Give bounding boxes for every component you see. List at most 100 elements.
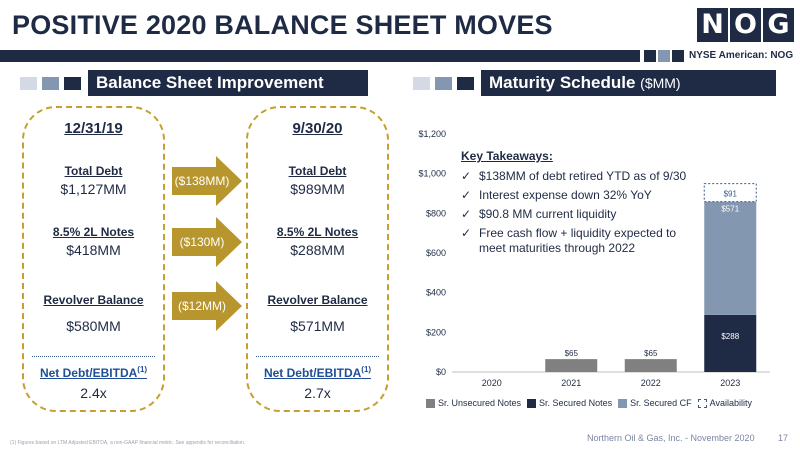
legend-label: Availability [709,398,752,408]
change-arrow-revolver: ($12MM) [172,281,242,331]
notes-value: $288MM [290,242,345,258]
y-tick-label: $600 [426,248,446,258]
revolver-value: $580MM [66,318,121,334]
footer-company: Northern Oil & Gas, Inc. - November 2020 [587,433,755,443]
data-label: $288 [721,332,739,341]
key-takeaways: Key Takeaways: ✓ $138MM of debt retired Y… [461,149,701,260]
page-number: 17 [778,433,789,443]
notes-label: 8.5% 2L Notes [52,225,135,239]
notes-label: 8.5% 2L Notes [276,225,359,239]
title-bar-square-mid [658,50,670,62]
header-square-mid-right [435,77,452,90]
bar-segment [704,314,757,372]
y-tick-label: $1,000 [418,169,446,179]
title-bar [0,50,640,62]
legend-label: Sr. Unsecured Notes [438,398,522,408]
legend-swatch [426,398,435,408]
title-bar-square-dark [644,50,656,62]
net-debt-label: Net Debt/EBITDA(1) [248,365,387,380]
arrow-right-icon [172,281,242,331]
net-debt-value: 2.7x [304,385,331,401]
maturity-chart: $0 $200 $400 $600 $800 $1,000 $1,200 2020 $65 202… [418,129,770,388]
legend-item-unsecured: Sr. Unsecured Notes [426,398,521,408]
balance-sheet-header: Balance Sheet Improvement [88,70,368,96]
y-tick-label: $200 [426,327,446,337]
bar-segment [703,183,757,203]
balance-sheet-header-text: Balance Sheet Improvement [96,73,324,92]
total-debt-value: $1,127MM [60,181,127,197]
arrow-right-icon [172,217,242,267]
revolver-value: $571MM [290,318,345,334]
header-square-light-right [413,77,430,90]
legend-item-availability: Availability [697,398,752,408]
change-revolver: ($12MM) [177,299,226,313]
footnote: (1) Figures based on LTM Adjusted EBITDA… [10,440,246,446]
legend-label: Sr. Secured Notes [539,398,613,408]
revolver-label: Revolver Balance [267,293,368,307]
legend-label: Sr. Secured CF [630,398,692,408]
net-debt-label-text: Net Debt/EBITDA [39,366,138,380]
net-debt-value: 2.4x [80,385,107,401]
x-tick-label: 2023 [720,378,740,388]
checkmark-icon: ✓ [461,169,472,183]
bar-segment [624,359,677,372]
exchange-label: NYSE American: NOG [689,50,794,61]
bar-segment [704,201,757,315]
header-square-dark [64,77,81,90]
change-arrow-notes: ($130M) [172,217,242,267]
revolver-label: Revolver Balance [43,293,144,307]
checkmark-icon: ✓ [461,226,472,240]
y-tick-label: $400 [426,288,446,298]
logo-letter-n: N [697,8,728,42]
checkmark-icon: ✓ [461,188,472,202]
header-square-mid [42,77,59,90]
change-notes: ($130M) [179,235,225,249]
net-debt-label-text: Net Debt/EBITDA [263,366,362,380]
data-label: $91 [724,190,738,199]
total-debt-label: Total Debt [64,164,123,178]
page-title: POSITIVE 2020 BALANCE SHEET MOVES [12,10,553,40]
data-label: $65 [644,349,658,358]
legend-item-secured-notes: Sr. Secured Notes [527,398,612,408]
nog-logo: N O G [697,8,794,42]
legend-swatch [527,398,537,408]
x-tick-label: 2020 [482,378,502,388]
legend-swatch [697,398,707,408]
column-date: 12/31/19 [64,120,123,137]
data-label: $65 [565,349,579,358]
chart-legend: Sr. Unsecured Notes Sr. Secured Notes Sr… [426,398,752,408]
legend-swatch [618,398,628,408]
takeaway-item: ✓ Interest expense down 32% YoY [461,188,701,203]
change-total-debt: ($138MM) [174,174,230,188]
takeaway-item: ✓ $138MM of debt retired YTD as of 9/30 [461,169,701,184]
bar-segment [545,359,598,372]
logo-letter-o: O [730,8,761,42]
takeaway-text: Interest expense down 32% YoY [479,188,652,202]
legend-item-secured-cf: Sr. Secured CF [618,398,692,408]
title-bar-square-dark-2 [672,50,684,62]
takeaway-item: ✓ $90.8 MM current liquidity [461,207,701,222]
logo-letter-g: G [763,8,794,42]
y-tick-label: $1,200 [418,129,446,139]
maturity-schedule-header-text: Maturity Schedule [489,73,636,92]
header-square-dark-right [457,77,474,90]
x-tick-label: 2021 [561,378,581,388]
net-debt-label: Net Debt/EBITDA(1) [24,365,163,380]
arrow-right-icon [172,156,242,206]
header-square-light [20,77,37,90]
net-debt-footnote-ref: (1) [137,365,148,374]
change-arrow-total-debt: ($138MM) [172,156,242,206]
y-tick-label: $0 [436,367,446,377]
takeaway-text: $90.8 MM current liquidity [479,207,617,221]
key-takeaways-title: Key Takeaways: [461,149,553,163]
total-debt-value: $989MM [290,181,345,197]
data-label: $571 [721,205,739,214]
takeaway-item: ✓ Free cash flow + liquidity expected to … [461,226,701,256]
net-debt-footnote-ref: (1) [361,365,372,374]
maturity-schedule-header: Maturity Schedule ($MM) [481,70,776,96]
y-tick-label: $800 [426,208,446,218]
column-date: 9/30/20 [292,120,343,137]
takeaway-text: Free cash flow + liquidity expected to m… [479,226,677,255]
x-tick-label: 2022 [641,378,661,388]
total-debt-label: Total Debt [288,164,347,178]
